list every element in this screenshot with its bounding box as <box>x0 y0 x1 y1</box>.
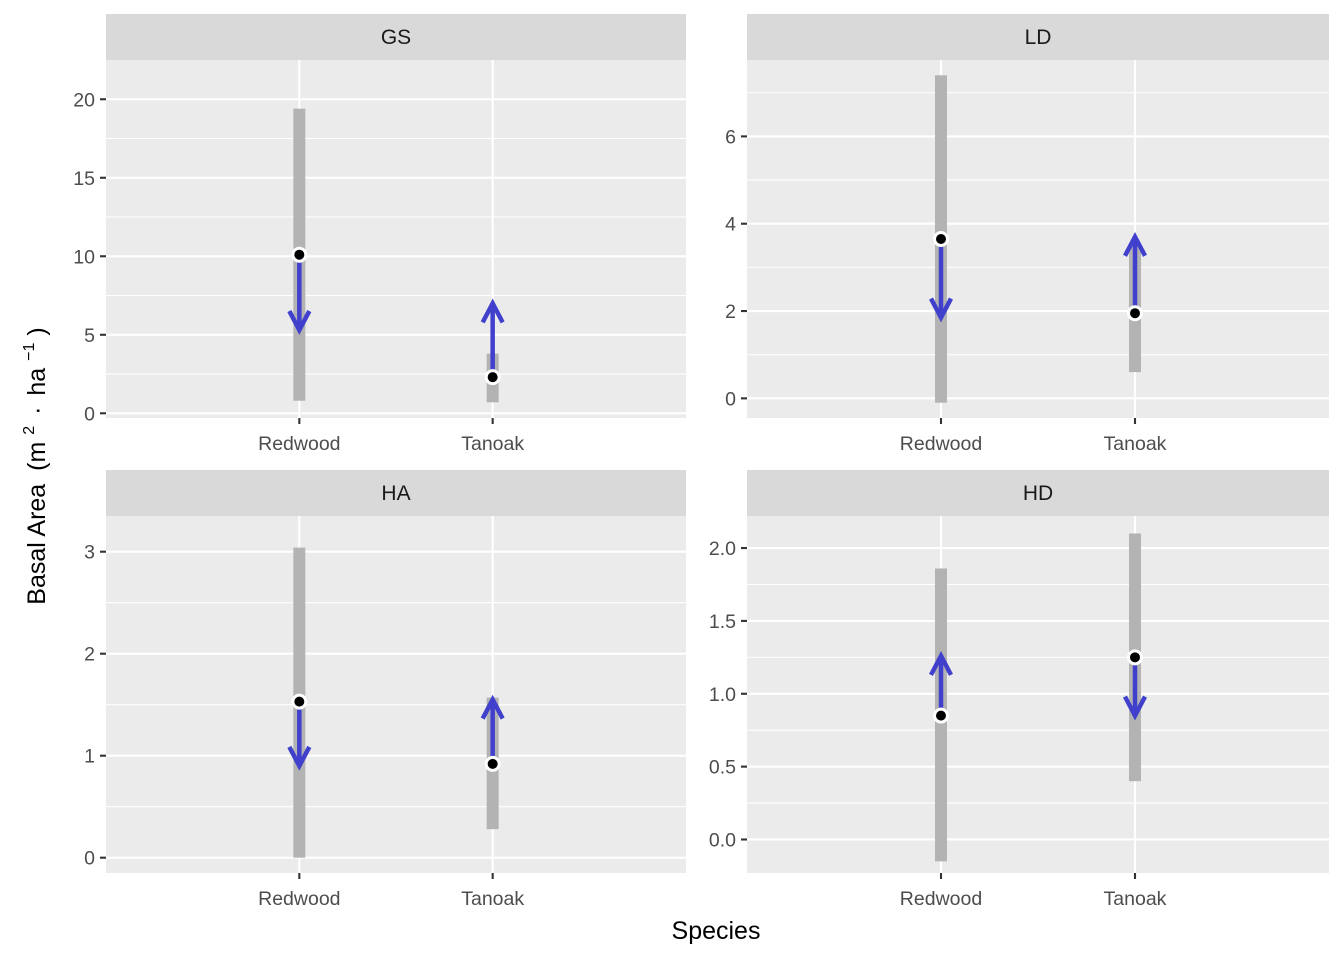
y-tick-label: 3 <box>84 542 95 564</box>
y-tick-label: 2.0 <box>709 538 736 560</box>
x-tick-label: Redwood <box>258 433 340 455</box>
y-tick-label: 1.0 <box>709 684 736 706</box>
facet-panel-ha: HA 0 1 2 3 Redwood Tanoak <box>84 470 686 910</box>
facet-panel-hd: HD 0.0 0.5 1.0 1.5 2.0 Redwood Tanoak <box>709 470 1329 910</box>
facet-strip <box>747 470 1329 516</box>
facet-strip <box>747 14 1329 60</box>
y-tick-label: 1 <box>84 746 95 768</box>
arrowhead-tanoak <box>480 694 505 720</box>
panel-background <box>106 60 686 418</box>
start-point-redwood <box>291 693 308 710</box>
y-tick-label: 0.0 <box>709 829 736 851</box>
facet-label: HD <box>1023 482 1053 505</box>
y-tick-label: 20 <box>73 89 95 111</box>
facet-strip <box>106 14 686 60</box>
y-tick-label: 0.5 <box>709 757 736 779</box>
facet-label: GS <box>381 26 411 49</box>
facet-label: LD <box>1025 26 1052 49</box>
x-tick-label: Tanoak <box>1104 888 1167 910</box>
start-point-tanoak <box>484 755 501 772</box>
y-axis-title-unit-exp2: −1 <box>21 342 38 360</box>
y-tick-label: 0 <box>84 403 95 425</box>
facet-panel-gs: GS 0 5 10 15 20 Redwood Tanoak <box>73 14 686 455</box>
x-axis-title: Species <box>672 917 761 945</box>
y-tick-label: 0 <box>725 388 736 410</box>
arrowhead-tanoak <box>1123 231 1147 257</box>
facet-panel-ld: LD 0 2 4 6 Redwood Tanoak <box>725 14 1329 455</box>
y-axis-title: Basal Area (m 2 · ha −1 ) <box>12 327 51 604</box>
y-tick-label: 10 <box>73 246 95 268</box>
y-axis-title-unit-dot: · <box>23 407 51 415</box>
start-point-redwood <box>933 707 949 724</box>
y-tick-label: 15 <box>73 168 95 190</box>
x-tick-label: Tanoak <box>461 888 524 910</box>
y-axis-title-unit-exp1: 2 <box>21 426 38 435</box>
y-axis-title-unit-open: (m <box>23 442 51 471</box>
arrowhead-tanoak <box>480 298 505 324</box>
panel-background <box>747 60 1329 418</box>
y-tick-label: 2 <box>84 644 95 666</box>
y-tick-label: 4 <box>725 214 736 236</box>
y-tick-label: 6 <box>725 126 736 148</box>
arrowhead-redwood <box>929 651 953 676</box>
arrowhead-redwood <box>287 310 312 335</box>
panel-background <box>106 516 686 873</box>
y-tick-label: 5 <box>84 325 95 347</box>
y-tick-label: 1.5 <box>709 611 736 633</box>
facet-strip <box>106 470 686 516</box>
y-tick-label: 0 <box>84 848 95 870</box>
start-point-tanoak <box>484 369 501 386</box>
start-point-redwood <box>291 246 308 263</box>
x-tick-label: Redwood <box>258 888 340 910</box>
x-tick-label: Redwood <box>900 888 982 910</box>
y-tick-label: 2 <box>725 301 736 323</box>
arrowhead-redwood <box>929 297 953 323</box>
arrowhead-tanoak <box>1123 695 1147 721</box>
x-tick-label: Tanoak <box>1104 433 1167 455</box>
x-tick-label: Tanoak <box>461 433 524 455</box>
y-axis-title-unit-close: ) <box>23 327 51 335</box>
arrowhead-redwood <box>287 745 312 771</box>
facet-label: HA <box>381 482 410 505</box>
y-axis-title-unit-ha: ha <box>23 368 51 396</box>
start-point-tanoak <box>1127 305 1143 322</box>
start-point-tanoak <box>1127 649 1143 666</box>
start-point-redwood <box>933 231 949 247</box>
x-tick-label: Redwood <box>900 433 982 455</box>
y-axis-title-main: Basal Area <box>23 484 51 605</box>
